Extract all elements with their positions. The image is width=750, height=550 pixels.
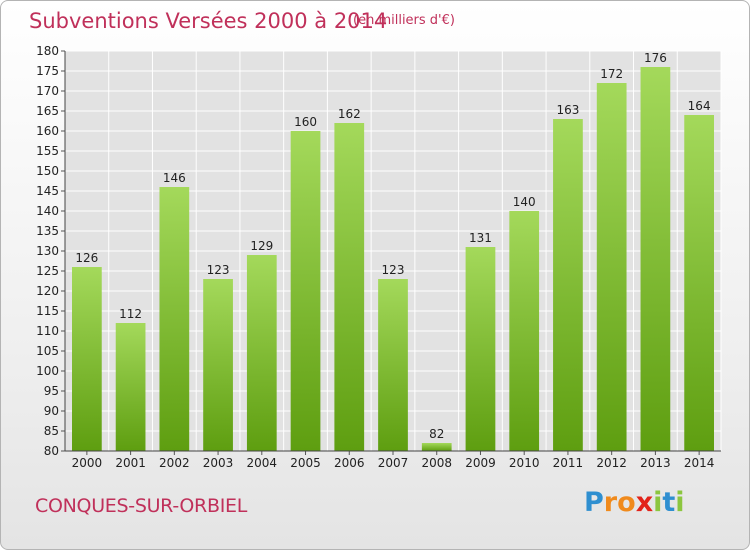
bar — [684, 115, 715, 451]
x-tick-label: 2000 — [72, 456, 103, 470]
y-tick-label: 115 — [36, 304, 59, 318]
x-tick-label: 2001 — [115, 456, 146, 470]
y-tick-label: 100 — [36, 364, 59, 378]
x-tick-label: 2003 — [203, 456, 234, 470]
y-tick-label: 110 — [36, 324, 59, 338]
data-label: 112 — [119, 307, 142, 321]
y-tick-label: 125 — [36, 264, 59, 278]
data-label: 163 — [556, 103, 579, 117]
x-tick-label: 2013 — [640, 456, 671, 470]
logo-letter: x — [635, 487, 654, 518]
logo-letter: i — [675, 487, 685, 518]
data-label: 126 — [75, 251, 98, 265]
y-tick-label: 170 — [36, 84, 59, 98]
data-label: 162 — [338, 107, 361, 121]
bar — [71, 267, 102, 451]
chart-title: Subventions Versées 2000 à 2014 — [29, 9, 388, 33]
chart-subtitle: (en milliers d'€) — [353, 13, 455, 28]
data-label: 123 — [207, 263, 230, 277]
logo-letter: o — [617, 487, 636, 518]
x-tick-label: 2006 — [334, 456, 365, 470]
x-tick-label: 2014 — [684, 456, 715, 470]
y-tick-label: 120 — [36, 284, 59, 298]
y-tick-label: 135 — [36, 224, 59, 238]
logo-letter: t — [662, 487, 676, 518]
y-tick-label: 160 — [36, 124, 59, 138]
logo-letter: i — [653, 487, 663, 518]
y-tick-label: 165 — [36, 104, 59, 118]
bar — [640, 67, 671, 451]
y-tick-label: 175 — [36, 64, 59, 78]
bar — [159, 187, 190, 451]
y-tick-label: 180 — [36, 44, 59, 58]
y-tick-label: 130 — [36, 244, 59, 258]
commune-name: CONQUES-SUR-ORBIEL — [35, 495, 247, 517]
data-label: 123 — [382, 263, 405, 277]
y-tick-label: 140 — [36, 204, 59, 218]
x-tick-label: 2012 — [596, 456, 627, 470]
data-label: 129 — [250, 239, 273, 253]
data-label: 131 — [469, 231, 492, 245]
data-label: 172 — [600, 67, 623, 81]
y-tick-label: 80 — [44, 444, 59, 458]
data-label: 140 — [513, 195, 536, 209]
bar — [290, 131, 321, 451]
bar — [246, 255, 277, 451]
x-tick-label: 2007 — [378, 456, 409, 470]
bar — [465, 247, 496, 451]
bar — [115, 323, 146, 451]
bar — [596, 83, 627, 451]
x-tick-label: 2011 — [553, 456, 584, 470]
bar — [421, 443, 452, 451]
y-tick-label: 90 — [44, 404, 59, 418]
bar — [553, 119, 583, 451]
x-tick-label: 2010 — [509, 456, 540, 470]
y-tick-label: 155 — [36, 144, 59, 158]
y-tick-label: 150 — [36, 164, 59, 178]
x-tick-label: 2009 — [465, 456, 496, 470]
bar — [203, 279, 233, 451]
data-label: 164 — [688, 99, 711, 113]
plot-area: 80 85 90 95 100 105 110 115 120 125 130 135 140 145 15… — [36, 44, 722, 470]
data-label: 160 — [294, 115, 317, 129]
y-tick-label: 145 — [36, 184, 59, 198]
x-tick-label: 2005 — [290, 456, 321, 470]
proxiti-logo: Proxiti — [584, 487, 685, 518]
logo-letter: r — [603, 487, 618, 518]
x-tick-label: 2004 — [247, 456, 278, 470]
bar — [509, 211, 540, 451]
x-tick-label: 2002 — [159, 456, 190, 470]
bar — [334, 123, 365, 451]
data-label: 176 — [644, 51, 667, 65]
bar — [378, 279, 408, 451]
data-label: 82 — [429, 427, 444, 441]
y-tick-label: 85 — [44, 424, 59, 438]
logo-letter: P — [584, 487, 604, 518]
y-tick-label: 105 — [36, 344, 59, 358]
data-label: 146 — [163, 171, 186, 185]
y-tick-label: 95 — [44, 384, 59, 398]
x-tick-label: 2008 — [421, 456, 452, 470]
